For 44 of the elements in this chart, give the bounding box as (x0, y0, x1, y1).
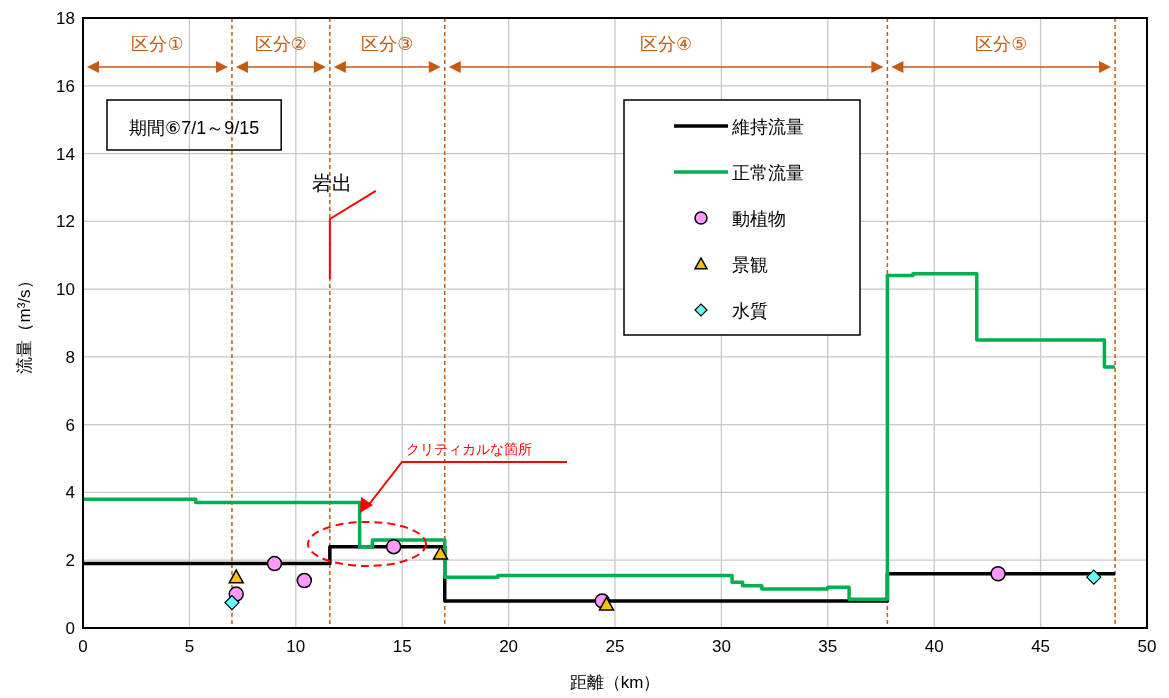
legend-label: 景観 (732, 255, 768, 275)
y-tick-label: 2 (65, 551, 75, 571)
annotation: 区分⑤ (975, 34, 1028, 54)
y-tick-label: 12 (56, 212, 75, 232)
y-tick-label: 0 (65, 619, 75, 638)
y-tick-label: 4 (65, 483, 75, 503)
annotation: 区分③ (361, 34, 414, 54)
y-tick-label: 16 (56, 76, 75, 96)
x-tick-label: 0 (78, 637, 88, 656)
x-tick-label: 25 (605, 637, 625, 656)
x-tick-label: 35 (818, 637, 838, 656)
x-tick-label: 30 (711, 637, 731, 656)
y-tick-label: 8 (65, 347, 75, 367)
annotation: 区分① (131, 34, 184, 54)
y-axis-title: 流量（m³/s） (15, 272, 34, 374)
y-tick-label: 14 (56, 144, 75, 164)
legend-label: 水質 (732, 301, 768, 321)
y-tick-label: 6 (65, 415, 75, 435)
legend-label: 動植物 (732, 209, 786, 229)
point (296, 572, 313, 589)
x-tick-label: 50 (1137, 637, 1157, 656)
x-tick-label: 20 (499, 637, 519, 656)
annotation: 区分② (254, 34, 307, 54)
legend-label: 維持流量 (731, 117, 804, 137)
x-tick-label: 10 (286, 637, 306, 656)
point (224, 594, 240, 611)
x-tick-label: 40 (924, 637, 944, 656)
annotation: クリティカルな箇所 (406, 441, 532, 457)
point (228, 569, 244, 584)
annotation: 期間⑥7/1～9/15 (129, 118, 260, 138)
x-tick-label: 5 (184, 637, 195, 656)
point (266, 555, 283, 572)
y-tick-label: 18 (56, 9, 75, 28)
x-tick-label: 15 (392, 637, 412, 656)
annotation: 岩出 (311, 171, 352, 194)
point (385, 538, 402, 555)
x-axis-title: 距離（km） (569, 673, 661, 692)
y-tick-label: 10 (56, 280, 75, 300)
x-tick-label: 45 (1031, 637, 1051, 656)
point (598, 596, 615, 611)
annotation: 区分④ (640, 34, 693, 54)
point (1086, 569, 1102, 585)
legend-label: 正常流量 (732, 163, 804, 183)
point (990, 566, 1006, 582)
